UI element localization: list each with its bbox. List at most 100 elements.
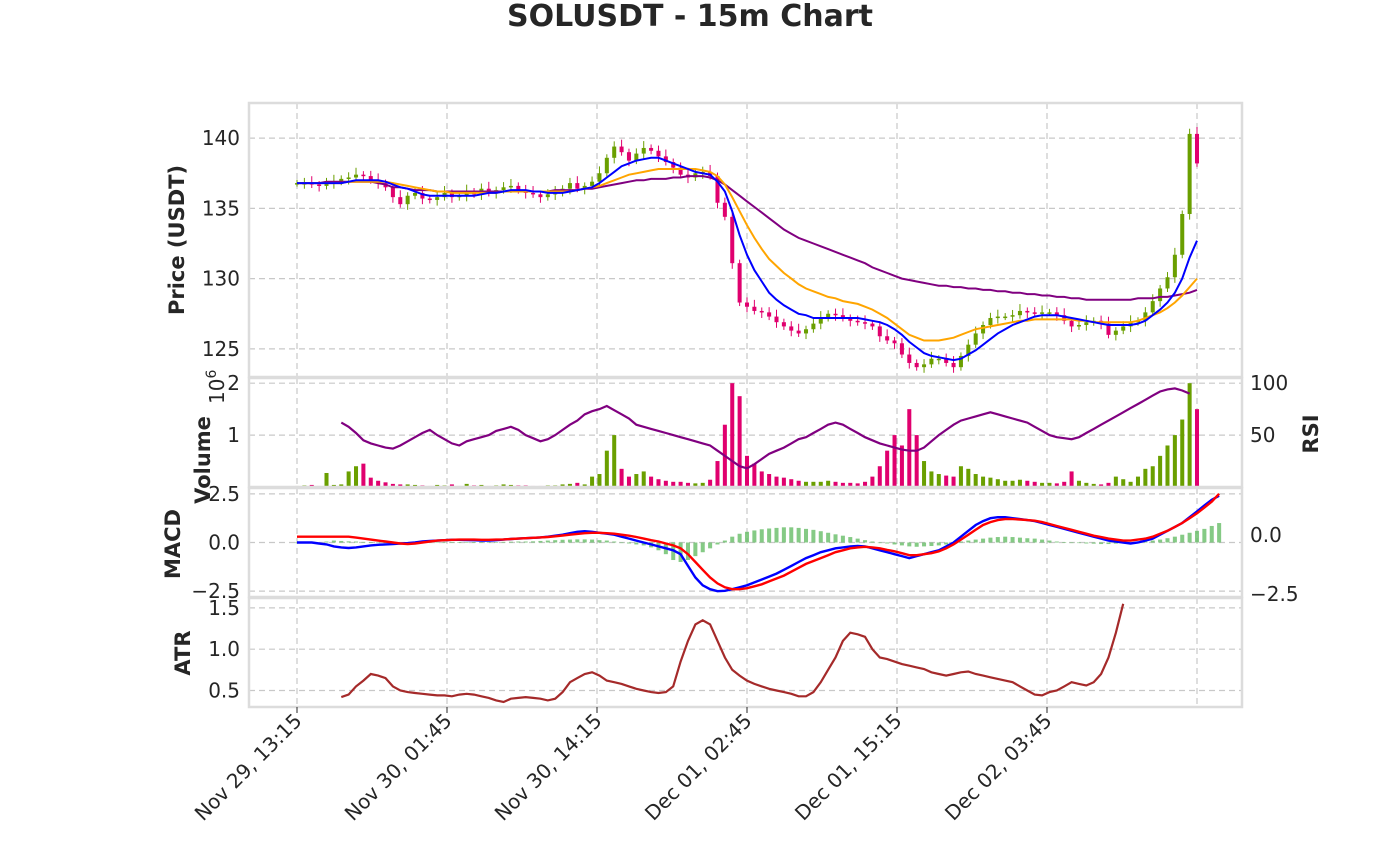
macd-hist-bar [1003, 536, 1008, 543]
macd-hist-bar [361, 541, 366, 543]
macd-hist-bar [730, 536, 735, 543]
macd-hist-bar [331, 540, 336, 543]
volume-bar [398, 484, 403, 487]
volume-bar [944, 475, 949, 487]
candle-body [619, 146, 624, 153]
candle-body [1143, 312, 1148, 321]
x-tick-label-5: Dec 02, 03:45 [940, 709, 1057, 826]
macd-hist-bar [354, 541, 359, 543]
macd-hist-bar [464, 542, 469, 543]
candle-body [398, 197, 403, 205]
macd-hist-bar [582, 539, 587, 543]
macd-hist-bar [700, 542, 705, 553]
macd-hist-bar [597, 540, 602, 543]
macd-hist-bar [708, 542, 713, 549]
macd-hist-bar [545, 540, 550, 543]
price-ytick-0: 125 [202, 337, 240, 361]
volume-bar [737, 396, 742, 487]
volume-bar [368, 477, 373, 487]
volume-bar [1032, 481, 1037, 487]
volume-bar [641, 471, 646, 487]
atr-ylabel: ATR [171, 630, 195, 675]
candle-body [833, 313, 838, 316]
price-panel: 125 130 135 140 Price (USDT) [165, 101, 1244, 379]
volume-bar [1158, 455, 1163, 487]
macd-hist-bar [494, 542, 499, 543]
macd-hist-bar [863, 540, 868, 543]
macd-hist-bar [922, 542, 927, 547]
volume-bar [1047, 482, 1052, 487]
candle-body [826, 313, 831, 318]
macd-hist-bar [759, 529, 764, 543]
candle-body [981, 325, 986, 334]
candle-body [590, 181, 595, 186]
macd-hist-bar [796, 527, 801, 543]
candle-body [1076, 325, 1081, 327]
macd-hist-bar [826, 532, 831, 543]
macd-hist-bar [685, 542, 690, 561]
macd-hist-bar [885, 542, 890, 544]
volume-bar [796, 480, 801, 487]
volume-bar [929, 471, 934, 487]
macd-hist-bar [833, 534, 838, 543]
volume-bar [582, 484, 587, 487]
candle-body [508, 185, 513, 188]
macd-hist-bar [1032, 538, 1037, 543]
candle-body [885, 336, 890, 341]
macd-hist-bar [376, 542, 381, 544]
macd-hist-bar [907, 542, 912, 547]
candle-body [1113, 330, 1118, 335]
volume-bar [1069, 471, 1074, 487]
candle-body [1040, 312, 1045, 314]
macd-hist-bar [619, 542, 624, 544]
volume-bar [575, 482, 580, 487]
macd-hist-bar [1084, 542, 1089, 544]
candle-body [339, 178, 344, 182]
volume-bar [966, 468, 971, 487]
macd-hist-bar [929, 542, 934, 547]
candle-body [774, 316, 779, 323]
macd-hist-bar [1025, 538, 1030, 543]
macd-panel: −2.5 0.0 2.5 −2.5 0.0 MACD [161, 482, 1299, 606]
volume-bar [914, 435, 919, 487]
candle-body [649, 147, 654, 151]
macd-ytick-1: 0.0 [208, 531, 240, 555]
candle-body [988, 317, 993, 326]
volume-bar [612, 435, 617, 487]
volume-bar [649, 476, 654, 487]
macd-hist-bar [641, 542, 646, 546]
candle-body [1194, 133, 1200, 164]
candle-body [1121, 326, 1126, 331]
macd-hist-bar [560, 539, 565, 543]
macd-hist-bar [1017, 537, 1022, 543]
macd-ylabel: MACD [161, 509, 185, 579]
volume-bar [383, 482, 388, 487]
volume-bar [678, 481, 683, 487]
candle-body [538, 194, 543, 198]
macd-hist-bar [457, 542, 462, 543]
macd-hist-bar [612, 541, 617, 543]
price-ytick-1: 130 [202, 267, 240, 291]
macd-ytick-2: 2.5 [208, 482, 240, 506]
macd-hist-bar [435, 541, 440, 543]
volume-bar [936, 474, 941, 487]
volume-bar [774, 476, 779, 487]
candle-body [870, 323, 875, 327]
macd-hist-bar [944, 542, 949, 545]
macd-hist-bar [1172, 536, 1177, 543]
macd-hist-bar [892, 542, 897, 545]
macd-hist-bar [914, 542, 919, 547]
volume-bar [1143, 468, 1148, 487]
candle-body [671, 162, 676, 168]
volume-bar [1113, 476, 1118, 487]
candle-body [368, 176, 373, 181]
volume-bar [1172, 435, 1177, 487]
macd-hist-bar [988, 537, 993, 543]
candle-body [405, 195, 410, 205]
macd-hist-bar [678, 542, 683, 562]
macd-hist-bar [774, 527, 779, 543]
candle-body [907, 354, 912, 363]
macd-hist-bar [604, 540, 609, 543]
macd-hist-bar [781, 527, 786, 543]
